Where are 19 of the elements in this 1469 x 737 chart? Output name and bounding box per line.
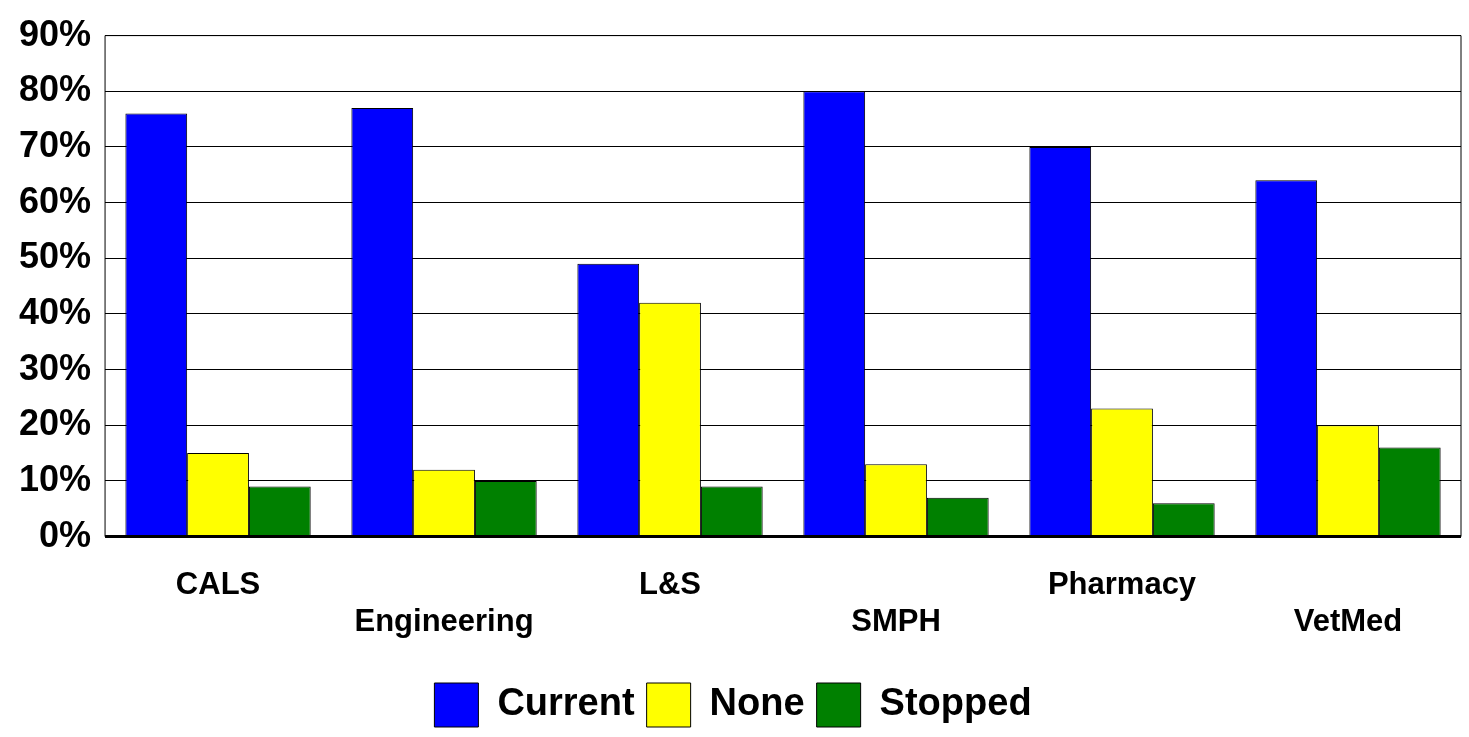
y-tick-label: 70% [18,123,92,165]
y-tick-label: 60% [18,179,92,221]
x-tick-label: SMPH [851,602,941,638]
legend-label: None [709,681,805,724]
legend-label: Current [497,681,635,724]
y-tick-label: 90% [18,12,92,54]
y-tick-label: 50% [18,235,92,277]
y-tick-label: 0% [39,513,92,555]
x-tick-label: CALS [175,565,261,601]
x-tick-label: Pharmacy [1047,565,1197,601]
y-tick-label: 20% [18,402,92,444]
y-tick-label: 30% [18,346,92,388]
legend-label: Stopped [879,681,1032,724]
y-tick-label: 10% [18,457,92,499]
x-tick-label: VetMed [1293,602,1403,638]
x-tick-label: Engineering [354,602,534,638]
x-tick-label: L&S [639,565,702,601]
y-tick-label: 80% [18,68,92,110]
y-tick-label: 40% [18,290,92,332]
